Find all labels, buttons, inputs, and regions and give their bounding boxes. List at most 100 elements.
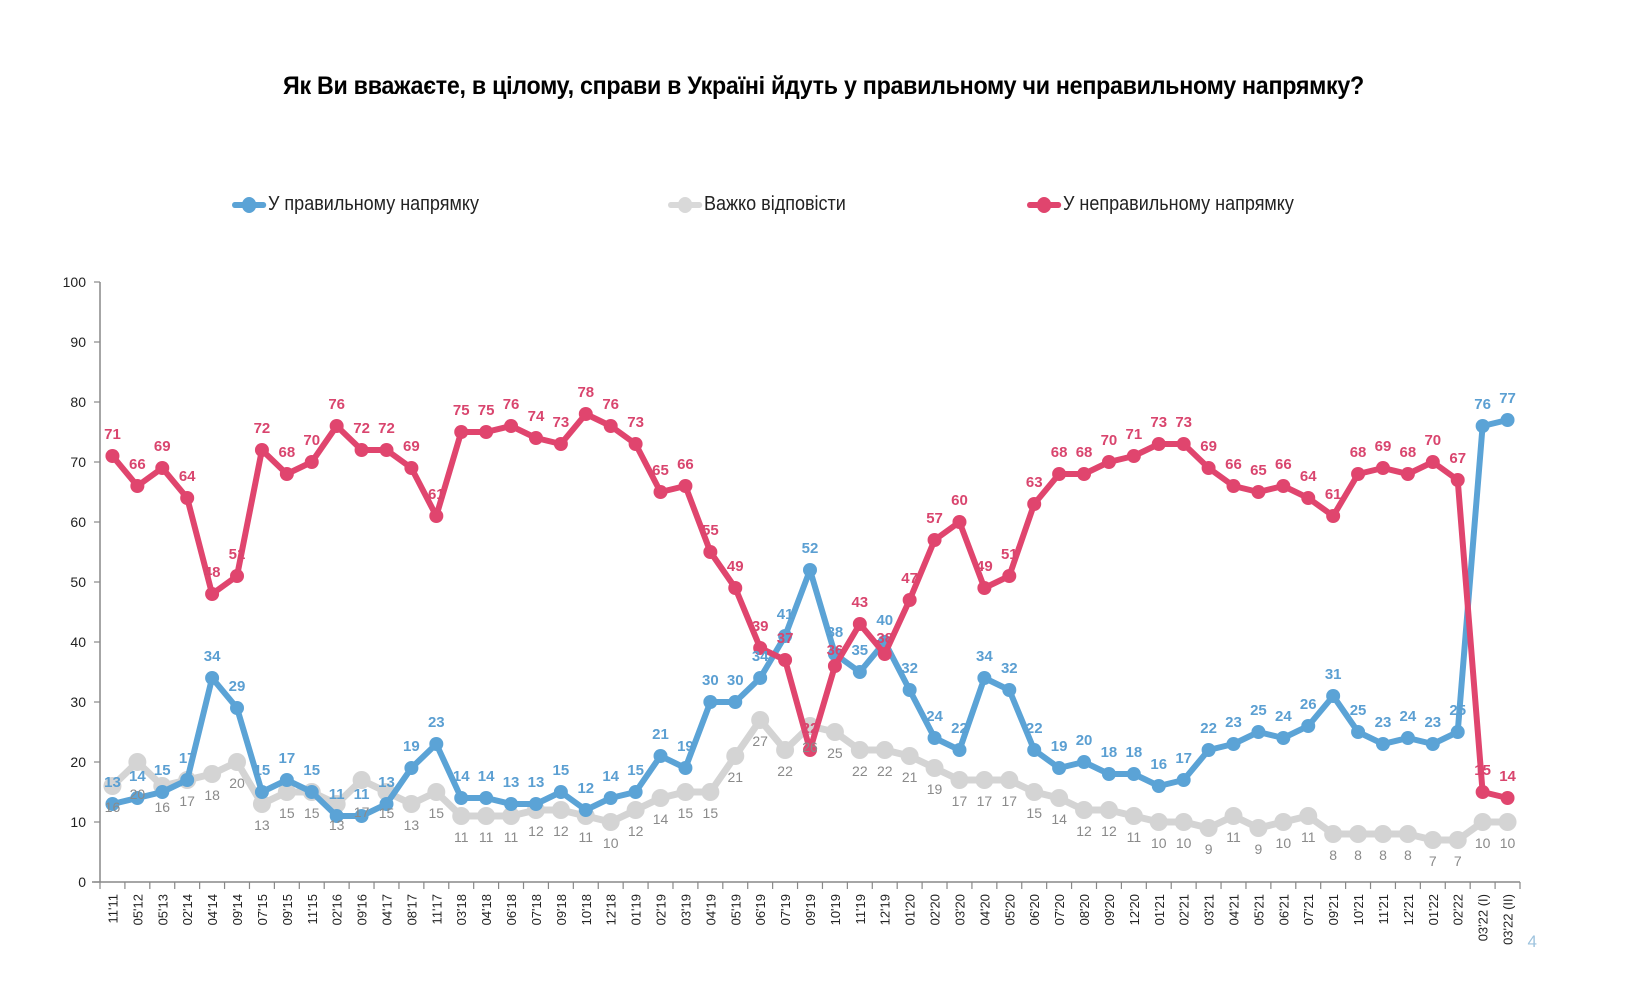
data-label-wrong-direction: 71 xyxy=(1126,426,1143,443)
x-tick-label: 09'14 xyxy=(230,894,245,925)
data-point-right-direction xyxy=(1201,743,1216,757)
x-tick-label: 11'19 xyxy=(853,894,868,924)
data-point-right-direction xyxy=(1450,725,1465,739)
data-label-right-direction: 17 xyxy=(278,750,295,767)
data-point-right-direction xyxy=(504,797,519,811)
x-tick-label: 10'19 xyxy=(828,894,843,925)
data-point-right-direction xyxy=(404,761,419,775)
data-point-wrong-direction xyxy=(454,425,469,439)
data-point-hard-to-answer xyxy=(651,789,670,807)
data-point-right-direction xyxy=(1101,767,1116,781)
data-label-right-direction: 19 xyxy=(403,738,420,755)
data-label-wrong-direction: 55 xyxy=(702,522,719,539)
data-label-hard-to-answer: 20 xyxy=(130,786,146,802)
data-point-wrong-direction xyxy=(254,443,269,457)
data-label-wrong-direction: 75 xyxy=(478,402,495,419)
data-point-right-direction xyxy=(1077,755,1092,769)
data-label-right-direction: 15 xyxy=(303,762,320,779)
legend-item-wrong-direction: У неправильному напрямку xyxy=(1027,193,1294,216)
x-tick-label: 04'14 xyxy=(205,894,220,925)
data-point-right-direction xyxy=(329,809,344,823)
data-point-hard-to-answer xyxy=(228,753,247,771)
data-label-wrong-direction: 71 xyxy=(104,426,121,443)
data-label-wrong-direction: 61 xyxy=(1325,486,1342,503)
data-point-wrong-direction xyxy=(977,581,992,595)
data-label-hard-to-answer: 12 xyxy=(1076,823,1092,839)
data-label-hard-to-answer: 17 xyxy=(1002,793,1018,809)
data-point-hard-to-answer xyxy=(676,783,695,801)
data-point-hard-to-answer xyxy=(1349,825,1368,843)
data-label-hard-to-answer: 17 xyxy=(952,793,968,809)
data-point-hard-to-answer xyxy=(1099,801,1118,819)
data-point-wrong-direction xyxy=(827,659,842,673)
data-label-hard-to-answer: 11 xyxy=(579,829,594,845)
data-point-right-direction xyxy=(1475,419,1490,433)
x-tick-label: 01'22 xyxy=(1426,894,1441,925)
data-point-wrong-direction xyxy=(1276,479,1291,493)
x-tick-label: 04'19 xyxy=(703,894,718,925)
data-point-wrong-direction xyxy=(1326,509,1341,523)
data-point-wrong-direction xyxy=(1375,461,1390,475)
x-tick-label: 06'18 xyxy=(504,894,519,925)
data-label-right-direction: 34 xyxy=(976,648,993,665)
data-label-hard-to-answer: 11 xyxy=(1301,829,1316,845)
x-tick-label: 06'20 xyxy=(1027,894,1042,925)
x-tick-label: 09'21 xyxy=(1326,894,1341,925)
data-point-wrong-direction xyxy=(1101,455,1116,469)
x-tick-label: 06'19 xyxy=(753,894,768,925)
x-tick-label: 01'19 xyxy=(629,894,644,925)
data-point-right-direction xyxy=(578,803,593,817)
y-tick-label: 80 xyxy=(70,394,86,410)
data-point-hard-to-answer xyxy=(502,807,521,825)
data-label-hard-to-answer: 8 xyxy=(1379,847,1387,863)
data-point-hard-to-answer xyxy=(975,771,994,789)
data-point-right-direction xyxy=(1251,725,1266,739)
data-label-wrong-direction: 76 xyxy=(602,396,619,413)
x-tick-label: 12'18 xyxy=(604,894,619,925)
data-label-wrong-direction: 78 xyxy=(577,384,594,401)
data-point-right-direction xyxy=(728,695,743,709)
data-label-right-direction: 23 xyxy=(1225,714,1242,731)
data-point-right-direction xyxy=(703,695,718,709)
y-tick-label: 100 xyxy=(63,274,87,290)
data-label-wrong-direction: 73 xyxy=(627,414,644,431)
data-label-wrong-direction: 49 xyxy=(727,558,744,575)
data-point-wrong-direction xyxy=(429,509,444,523)
data-label-hard-to-answer: 14 xyxy=(1051,811,1067,827)
series-right-direction xyxy=(105,413,1515,823)
data-label-right-direction: 22 xyxy=(1200,720,1217,737)
data-point-wrong-direction xyxy=(279,467,294,481)
data-label-wrong-direction: 37 xyxy=(777,630,794,647)
data-point-hard-to-answer xyxy=(1249,819,1268,837)
value-labels: 7113166614206915166417174834185129207215… xyxy=(104,384,1516,869)
data-label-hard-to-answer: 16 xyxy=(105,799,121,815)
data-label-wrong-direction: 68 xyxy=(1051,444,1068,461)
data-point-right-direction xyxy=(1027,743,1042,757)
data-point-hard-to-answer xyxy=(1299,807,1318,825)
data-point-wrong-direction xyxy=(1002,569,1017,583)
data-label-hard-to-answer: 19 xyxy=(927,781,943,797)
data-point-hard-to-answer xyxy=(103,777,122,795)
data-point-hard-to-answer xyxy=(452,807,471,825)
data-label-hard-to-answer: 20 xyxy=(229,775,245,791)
x-tick-label: 11'21 xyxy=(1376,894,1391,924)
data-point-right-direction xyxy=(1226,737,1241,751)
data-label-right-direction: 23 xyxy=(428,714,445,731)
data-label-wrong-direction: 43 xyxy=(851,594,868,611)
data-label-wrong-direction: 66 xyxy=(1225,456,1242,473)
data-label-hard-to-answer: 17 xyxy=(354,804,370,820)
data-point-right-direction xyxy=(1326,689,1341,703)
data-point-right-direction xyxy=(753,671,768,685)
data-label-wrong-direction: 69 xyxy=(1375,438,1392,455)
data-label-hard-to-answer: 22 xyxy=(877,763,893,779)
x-tick-label: 06'21 xyxy=(1276,894,1291,925)
data-point-right-direction xyxy=(354,809,369,823)
x-tick-label: 03'22 (II) xyxy=(1501,894,1516,945)
data-point-right-direction xyxy=(205,671,220,685)
x-tick-label: 11'17 xyxy=(429,894,444,924)
data-point-right-direction xyxy=(1176,773,1191,787)
data-point-right-direction xyxy=(1425,737,1440,751)
data-label-wrong-direction: 36 xyxy=(827,642,844,659)
data-point-right-direction xyxy=(454,791,469,805)
data-label-wrong-direction: 69 xyxy=(1200,438,1217,455)
